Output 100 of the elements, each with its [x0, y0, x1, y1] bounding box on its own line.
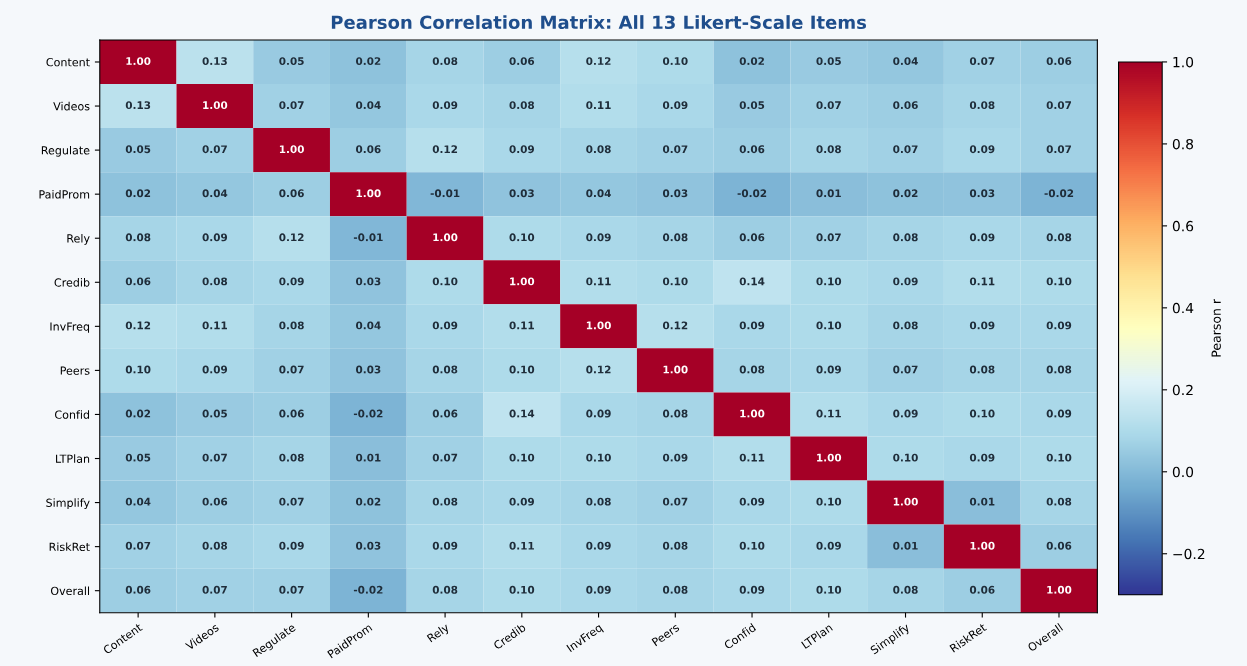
data-label: 0.04 [125, 497, 151, 506]
data-label: 0.09 [816, 365, 841, 374]
data-label: 0.09 [893, 409, 918, 418]
data-label: 0.02 [125, 409, 151, 418]
data-label: 0.08 [432, 365, 458, 374]
data-label: 0.10 [969, 409, 995, 418]
data-label: 0.06 [893, 101, 918, 110]
data-label: 1.00 [893, 497, 918, 506]
data-label: 0.07 [893, 145, 918, 154]
data-label: 0.09 [969, 453, 995, 462]
data-label: 0.03 [969, 189, 995, 198]
data-label: 0.11 [969, 277, 995, 286]
data-label: 1.00 [740, 409, 765, 418]
y-tick-label: Confid [55, 410, 90, 419]
data-label: 0.02 [125, 189, 151, 198]
y-tick-label: Rely [67, 234, 90, 245]
data-label: 0.06 [279, 189, 304, 198]
data-label: 0.02 [355, 57, 381, 66]
data-label: 0.08 [662, 409, 688, 418]
data-label: 1.00 [510, 277, 535, 286]
y-tick-label: Simplify [46, 498, 90, 510]
data-label: 0.08 [893, 585, 918, 594]
data-label: 0.09 [509, 145, 535, 154]
data-label: 0.10 [816, 321, 842, 330]
data-label: 0.04 [202, 189, 228, 198]
data-label: 0.09 [662, 453, 688, 462]
data-label: 0.09 [586, 233, 611, 242]
data-label: 0.02 [893, 189, 918, 198]
data-label: 0.07 [1046, 145, 1072, 154]
data-label: 0.10 [509, 365, 535, 374]
y-tick-label: Regulate [41, 145, 90, 157]
data-label: 0.08 [969, 101, 995, 110]
data-label: 0.06 [432, 409, 458, 418]
y-tick-label: RiskRet [49, 542, 90, 552]
data-label: 0.07 [279, 585, 304, 594]
color-bar-label: 0.4 [1172, 302, 1194, 314]
data-label: 0.09 [586, 409, 611, 418]
data-label: 1.00 [203, 101, 228, 110]
data-label: 0.11 [586, 101, 611, 110]
data-label: 0.10 [662, 57, 688, 66]
data-label: 0.04 [355, 101, 381, 110]
data-label: 0.08 [125, 233, 151, 242]
data-label: 0.10 [125, 365, 151, 374]
color-bar-label: 0.2 [1172, 384, 1193, 396]
data-label: 0.08 [1046, 233, 1072, 242]
data-label: 0.09 [893, 277, 918, 286]
data-label: 0.05 [816, 57, 841, 66]
color-bar-label: 1.0 [1173, 56, 1194, 68]
data-label: 0.06 [739, 145, 765, 154]
data-label: 0.08 [969, 365, 995, 374]
data-label: 0.09 [739, 321, 765, 330]
data-label: 0.10 [662, 277, 688, 286]
data-label: 0.11 [509, 541, 534, 550]
data-label: 0.14 [509, 409, 535, 418]
data-label: 0.04 [586, 189, 611, 198]
data-label: 0.01 [969, 497, 995, 506]
data-label: 0.09 [662, 101, 688, 110]
data-label: 0.03 [509, 189, 534, 198]
data-label: 0.09 [1046, 321, 1072, 330]
data-label: 0.09 [279, 277, 304, 286]
data-label: 0.02 [355, 497, 381, 506]
data-label: 0.01 [893, 541, 918, 550]
data-label: 0.03 [355, 365, 381, 374]
data-label: 0.04 [893, 57, 918, 66]
data-label: 0.07 [816, 101, 841, 110]
y-tick-label: Peers [60, 366, 90, 375]
y-tick-label: Overall [50, 586, 89, 596]
data-label: 0.07 [662, 497, 688, 506]
data-label: 0.07 [202, 585, 227, 594]
data-label: 0.10 [509, 585, 535, 594]
data-label: 0.13 [202, 57, 227, 66]
data-label: 1.00 [817, 453, 842, 462]
data-label: 0.10 [816, 585, 842, 594]
data-label: 0.12 [125, 321, 151, 330]
data-label: 0.02 [739, 57, 764, 66]
data-label: 0.10 [509, 233, 535, 242]
data-label: 0.09 [586, 585, 611, 594]
x-tick-label: Rely [426, 622, 451, 645]
data-label: 0.10 [893, 453, 918, 462]
data-label: 0.09 [969, 233, 995, 242]
data-label: 0.06 [509, 57, 535, 66]
data-label: 0.07 [279, 101, 304, 110]
data-label: 0.10 [586, 453, 611, 462]
data-label: -0.02 [353, 409, 383, 418]
data-label: 0.08 [586, 145, 611, 154]
data-label: 1.00 [586, 321, 611, 330]
data-label: 0.09 [432, 321, 458, 330]
data-label: 0.08 [662, 585, 688, 594]
data-label: 0.06 [739, 233, 765, 242]
data-label: 0.08 [202, 277, 228, 286]
data-label: 0.08 [279, 321, 304, 330]
data-label: 0.09 [1046, 409, 1072, 418]
data-label: 0.09 [509, 497, 535, 506]
data-label: 0.14 [739, 277, 765, 286]
data-label: 0.08 [586, 497, 611, 506]
data-label: 0.05 [125, 145, 151, 154]
data-label: 0.10 [816, 277, 842, 286]
data-label: 1.00 [279, 145, 304, 154]
data-label: 0.05 [125, 453, 151, 462]
data-label: 0.10 [1046, 277, 1072, 286]
